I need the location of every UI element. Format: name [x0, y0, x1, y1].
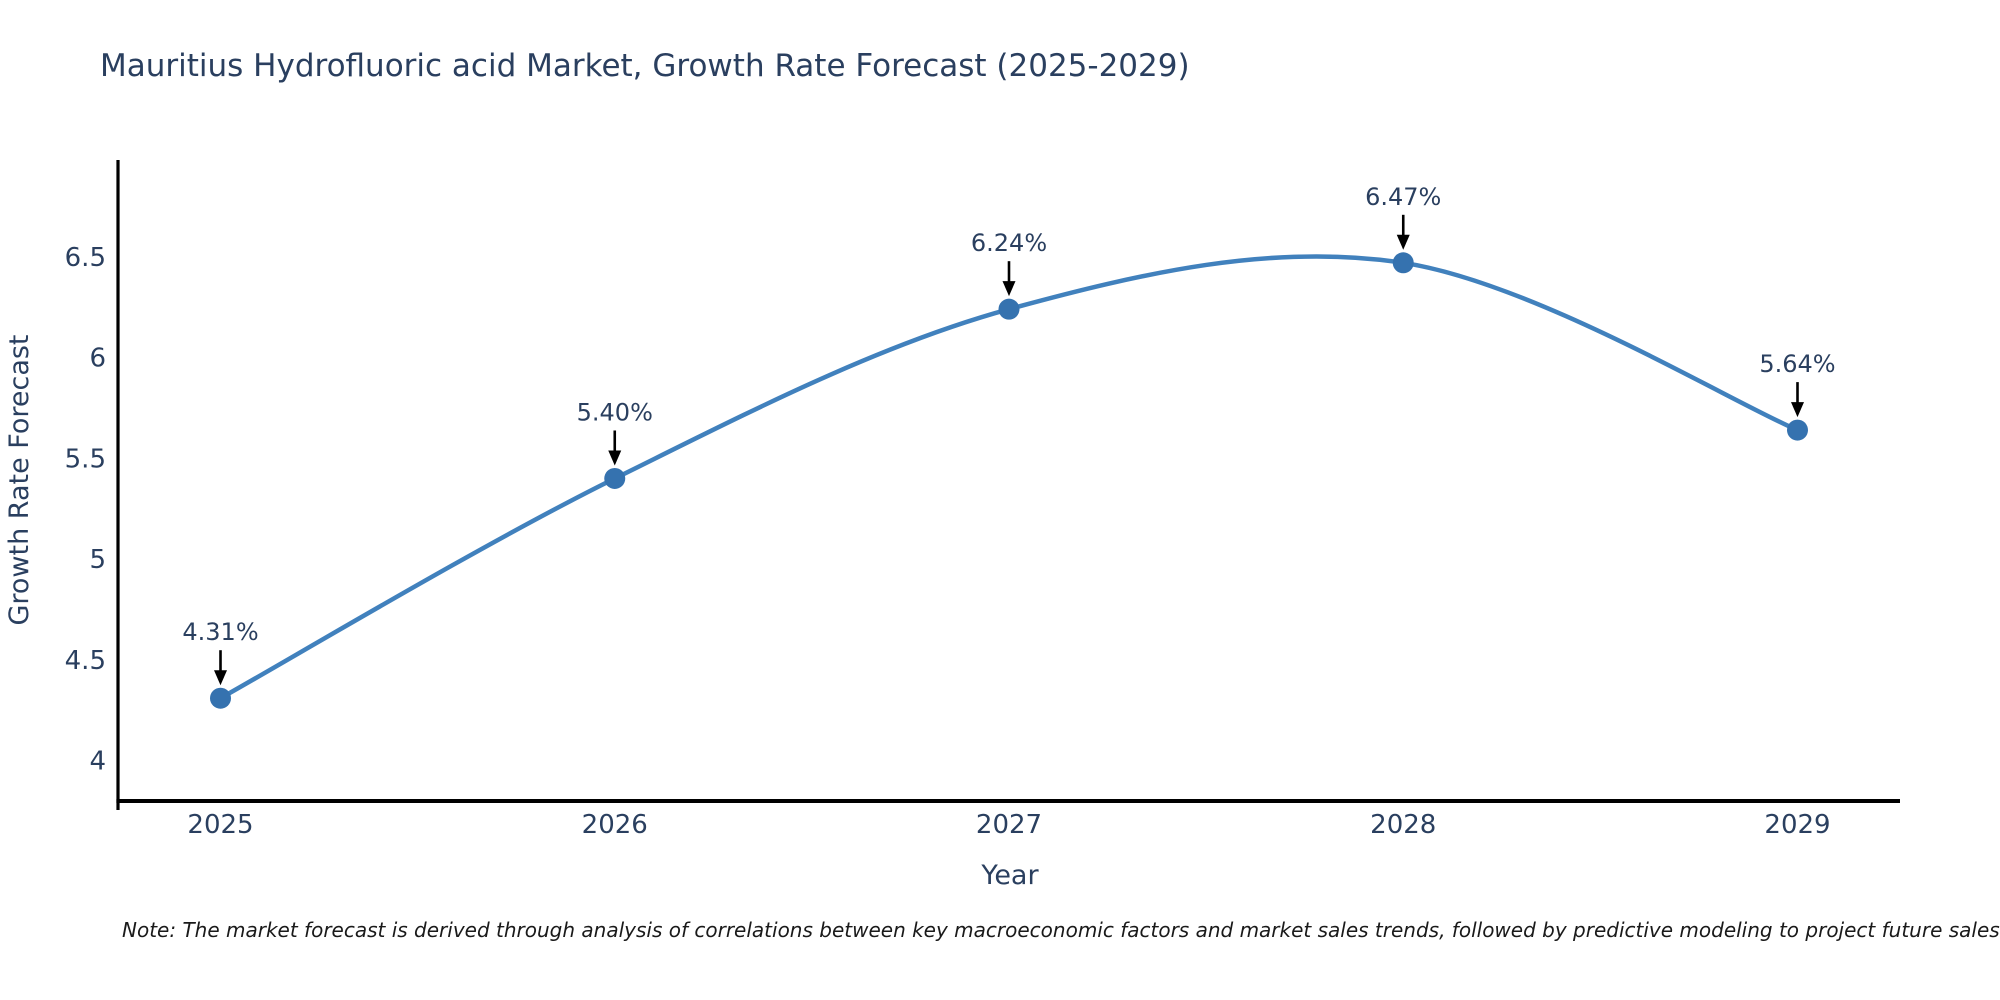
x-tick-label: 2029: [1764, 810, 1830, 840]
data-point-label: 4.31%: [182, 618, 258, 646]
data-point-label: 6.47%: [1365, 183, 1441, 211]
y-tick-label: 4.5: [65, 646, 106, 676]
chart-title: Mauritius Hydrofluoric acid Market, Grow…: [100, 48, 1190, 84]
annotation-arrow-head: [608, 450, 622, 466]
data-point-marker[interactable]: [604, 467, 626, 489]
x-tick-labels: 2025 2026 2027 2028 2029: [187, 810, 1830, 840]
data-point-markers: [210, 252, 1808, 709]
y-axis-title: Growth Rate Forecast: [4, 334, 35, 625]
data-point-marker[interactable]: [1786, 419, 1808, 441]
data-point-marker[interactable]: [998, 298, 1020, 320]
y-tick-label: 6.5: [65, 243, 106, 273]
data-point-label: 6.24%: [971, 229, 1047, 257]
x-axis-title: Year: [980, 860, 1039, 891]
annotation-arrow-head: [214, 670, 228, 686]
axes: [116, 160, 1900, 810]
point-annotations: 4.31% 5.40% 6.24% 6.47% 5.64%: [182, 183, 1836, 686]
annotation-arrow-head: [1790, 402, 1804, 418]
trend-line[interactable]: [218, 254, 1800, 701]
data-point-label: 5.64%: [1759, 350, 1835, 378]
data-point-label: 5.40%: [577, 398, 653, 426]
y-tick-labels: 4 4.5 5 5.5 6 6.5: [65, 243, 106, 777]
annotation-arrow-head: [1002, 281, 1016, 297]
y-tick-label: 5: [89, 545, 106, 575]
x-tick-label: 2026: [582, 810, 648, 840]
annotation-arrow-head: [1396, 234, 1410, 250]
y-tick-label: 4: [89, 747, 106, 777]
x-tick-label: 2025: [187, 810, 253, 840]
x-tick-label: 2027: [976, 810, 1042, 840]
x-tick-label: 2028: [1370, 810, 1436, 840]
y-tick-label: 5.5: [65, 444, 106, 474]
data-point-marker[interactable]: [1392, 252, 1414, 274]
footnote: Note: The market forecast is derived thr…: [122, 918, 2000, 942]
data-point-marker[interactable]: [210, 687, 232, 709]
y-tick-label: 6: [89, 344, 106, 374]
